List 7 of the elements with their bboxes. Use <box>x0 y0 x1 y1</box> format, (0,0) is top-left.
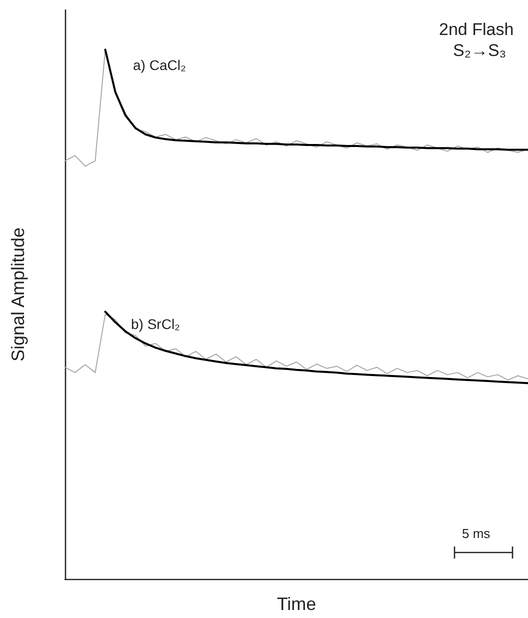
annotation: b) SrCl₂ <box>131 316 180 332</box>
x-axis-title: Time <box>276 594 316 614</box>
annotation: a) CaCl₂ <box>133 57 186 73</box>
y-axis-title: Signal Amplitude <box>8 227 28 362</box>
text: 2nd Flash <box>439 20 514 39</box>
annotation: 5 ms <box>462 526 491 541</box>
annotation: S₂→S₃ <box>453 41 506 60</box>
